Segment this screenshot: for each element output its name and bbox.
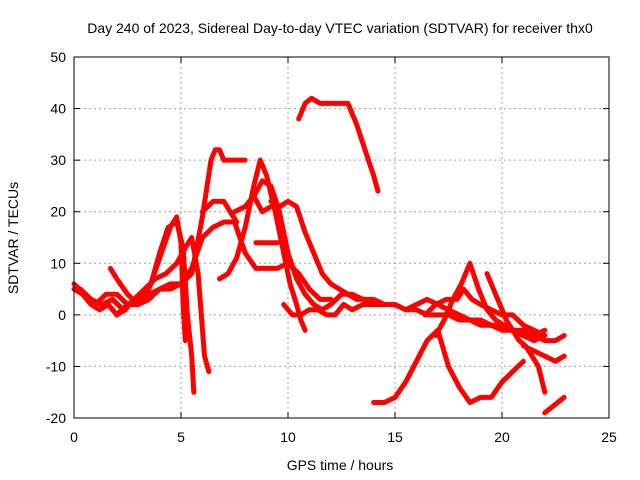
y-tick-label: 10 <box>50 255 66 271</box>
chart-title: Day 240 of 2023, Sidereal Day-to-day VTE… <box>87 20 593 36</box>
series-arc-l <box>281 302 377 318</box>
y-tick-label: 40 <box>50 101 66 117</box>
plot-frame <box>73 56 610 419</box>
y-tick-label: 0 <box>58 307 66 323</box>
y-tick-label: 30 <box>50 152 66 168</box>
x-tick-label: 15 <box>387 429 403 445</box>
y-tick-label: -10 <box>46 358 66 374</box>
series-arc-b <box>71 214 188 344</box>
x-tick-label: 0 <box>70 429 78 445</box>
series-arc-m <box>296 95 381 194</box>
y-axis-label: SDTVAR / TECUs <box>5 182 21 294</box>
series-group <box>71 95 567 416</box>
x-tick-label: 20 <box>494 429 510 445</box>
series-arc-i <box>232 193 274 215</box>
series-arc-t <box>520 343 567 364</box>
series-arc-f <box>199 198 240 225</box>
x-tick-label: 10 <box>280 429 296 445</box>
series-arc-s <box>484 271 548 395</box>
grid <box>74 57 609 418</box>
series-arc-r <box>413 296 548 338</box>
axis-ticks: 0 5 10 15 20 25 -20 -10 0 10 20 30 40 50 <box>46 49 617 445</box>
y-tick-label: -20 <box>46 410 66 426</box>
x-axis-label: GPS time / hours <box>287 457 394 473</box>
x-tick-label: 25 <box>601 429 617 445</box>
series-arc-o <box>422 286 548 338</box>
x-tick-label: 5 <box>177 429 185 445</box>
series-arc-n <box>371 327 526 405</box>
series-arc-u <box>542 394 567 416</box>
y-tick-label: 20 <box>50 204 66 220</box>
y-tick-label: 50 <box>50 49 66 65</box>
series-arc-g <box>217 157 308 333</box>
